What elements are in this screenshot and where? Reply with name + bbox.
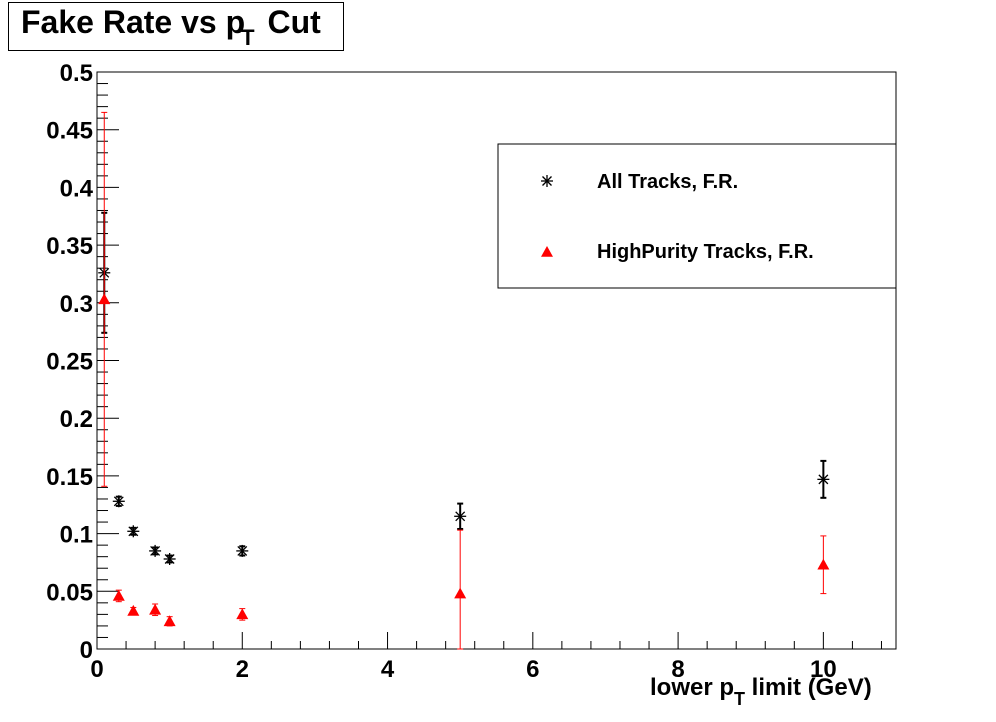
y-tick-label: 0.45 (46, 118, 93, 145)
x-tick-label: 4 (381, 656, 395, 683)
y-tick-label: 0.1 (60, 522, 93, 549)
axis-ticks (96, 71, 882, 650)
data-point-highpurity-tracks (163, 615, 176, 627)
y-tick-label: 0.05 (46, 579, 93, 606)
x-tick-label: 10 (810, 656, 837, 683)
x-axis-label-tail: limit (GeV) (745, 674, 872, 701)
data-point-highpurity-tracks (98, 293, 111, 305)
y-tick-label: 0.4 (60, 175, 94, 202)
legend-label-all-tracks: All Tracks, F.R. (597, 171, 738, 193)
x-axis-label-main: lower p (650, 674, 735, 701)
y-tick-label: 0.3 (60, 291, 93, 318)
data-point-highpurity-tracks (149, 603, 162, 615)
y-tick-label: 0 (80, 637, 93, 664)
chart-title-box: Fake Rate vs pT Cut (8, 2, 344, 51)
legend-marker-star (541, 175, 553, 187)
y-tick-label: 0.25 (46, 349, 93, 376)
data-point-all-tracks (163, 552, 176, 565)
data-point-highpurity-tracks (112, 589, 125, 601)
data-point-highpurity-tracks (127, 604, 140, 616)
y-tick-labels: 0 0.05 0.1 0.15 0.2 0.25 0.3 0.35 0.4 0.45 0.5 (46, 60, 93, 664)
star-stroke (542, 176, 552, 186)
chart-title: Fake Rate vs pT Cut (21, 4, 321, 50)
data-point-all-tracks (149, 544, 162, 557)
y-tick-label: 0.5 (60, 60, 93, 87)
data-point-all-tracks (112, 495, 125, 508)
x-axis-label-subscript: T (734, 689, 746, 709)
chart-title-subscript: T (241, 25, 255, 50)
data-point-all-tracks (236, 544, 249, 557)
legend: All Tracks, F.R. HighPurity Tracks, F.R. (497, 143, 897, 289)
chart-title-tail: Cut (258, 4, 321, 40)
x-tick-label: 8 (671, 656, 684, 683)
star-stroke (237, 545, 248, 556)
data-point-highpurity-tracks (454, 587, 467, 599)
star-stroke (113, 496, 124, 507)
x-tick-label: 0 (90, 656, 103, 683)
y-tick-label: 0.35 (46, 233, 93, 260)
x-axis-label: lower pT limit (GeV) (650, 674, 872, 709)
data-point-highpurity-tracks (236, 608, 249, 620)
legend-label-highpurity-tracks: HighPurity Tracks, F.R. (597, 241, 814, 263)
star-stroke (164, 554, 175, 564)
y-tick-label: 0.2 (60, 406, 93, 433)
data-point-all-tracks (817, 473, 830, 486)
data-point-all-tracks (454, 510, 467, 523)
legend-marker-triangle (541, 246, 553, 257)
legend-box (497, 143, 897, 289)
data-marks (98, 111, 830, 650)
star-stroke (150, 545, 161, 556)
data-point-highpurity-tracks (817, 558, 830, 570)
y-tick-label: 0.15 (46, 464, 93, 491)
data-point-all-tracks (127, 525, 140, 538)
legend-markers (541, 175, 553, 257)
star-stroke (818, 474, 829, 485)
x-tick-labels: 0 2 4 6 8 10 (90, 656, 836, 683)
star-stroke (128, 526, 139, 537)
x-tick-label: 2 (236, 656, 249, 683)
x-tick-label: 6 (526, 656, 539, 683)
chart-title-main: Fake Rate vs p (21, 4, 246, 40)
star-stroke (455, 511, 466, 522)
